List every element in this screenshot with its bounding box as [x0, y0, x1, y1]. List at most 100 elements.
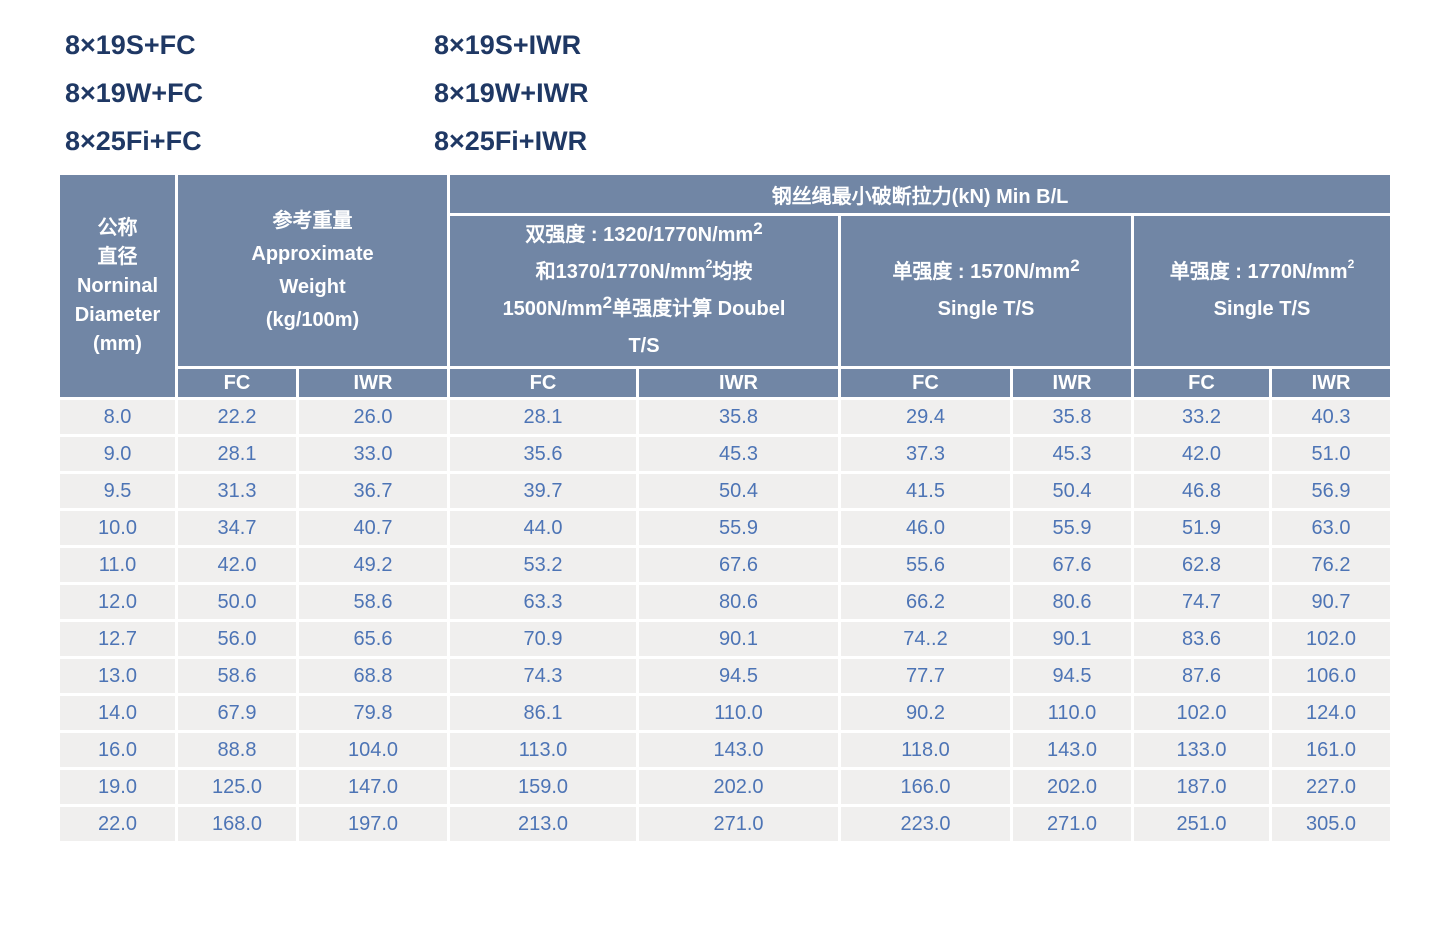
- value-cell: 202.0: [1010, 767, 1134, 807]
- value-cell: 49.2: [296, 545, 450, 585]
- value-cell: 102.0: [1131, 693, 1272, 733]
- value-cell: 90.7: [1268, 582, 1394, 622]
- value-cell: 50.4: [636, 471, 841, 511]
- value-cell: 80.6: [636, 582, 841, 622]
- diameter-cell: 9.5: [57, 471, 178, 511]
- header-line: Norninal: [76, 274, 159, 297]
- value-cell: 202.0: [636, 767, 841, 807]
- header-line: 双强度 : 1320/1770N/mm2: [525, 219, 763, 246]
- header-single-strength-1770: 单强度 : 1770N/mm2 Single T/S: [1130, 213, 1394, 369]
- diameter-cell: 13.0: [57, 656, 178, 696]
- value-cell: 77.7: [838, 656, 1013, 696]
- value-cell: 33.0: [296, 434, 450, 474]
- core-type-header: IWR: [1268, 366, 1394, 400]
- diameter-cell: 10.0: [57, 508, 178, 548]
- value-cell: 113.0: [447, 730, 639, 770]
- rope-construction-labels: 8×19S+FC 8×19W+FC 8×25Fi+FC 8×19S+IWR 8×…: [65, 21, 803, 165]
- value-cell: 67.6: [636, 545, 841, 585]
- header-line: 直径: [97, 245, 138, 268]
- value-cell: 40.7: [296, 508, 450, 548]
- core-type-header: IWR: [296, 366, 450, 400]
- header-line: 单强度 : 1570N/mm2: [892, 256, 1080, 283]
- value-cell: 55.9: [636, 508, 841, 548]
- iwr-label-column: 8×19S+IWR 8×19W+IWR 8×25Fi+IWR: [434, 21, 803, 165]
- value-cell: 83.6: [1131, 619, 1272, 659]
- value-cell: 44.0: [447, 508, 639, 548]
- value-cell: 28.1: [175, 434, 299, 474]
- value-cell: 90.2: [838, 693, 1013, 733]
- header-line: 钢丝绳最小破断拉力(kN) Min B/L: [771, 185, 1069, 208]
- core-type-header: FC: [838, 366, 1013, 400]
- core-type-header: IWR: [636, 366, 841, 400]
- header-row-top: 公称 直径 Norninal Diameter (mm) 参考重量 Approx…: [57, 172, 1394, 400]
- diameter-cell: 8.0: [57, 397, 178, 437]
- value-cell: 76.2: [1268, 545, 1394, 585]
- header-line: (mm): [93, 332, 142, 355]
- diameter-cell: 12.0: [57, 582, 178, 622]
- header-line: T/S: [628, 335, 660, 357]
- value-cell: 110.0: [1010, 693, 1134, 733]
- value-cell: 90.1: [636, 619, 841, 659]
- value-cell: 159.0: [447, 767, 639, 807]
- value-cell: 35.8: [1010, 397, 1134, 437]
- fc-label-column: 8×19S+FC 8×19W+FC 8×25Fi+FC: [65, 21, 434, 165]
- header-line: 1500N/mm2单强度计算 Doubel: [502, 293, 786, 320]
- value-cell: 45.3: [1010, 434, 1134, 474]
- value-cell: 65.6: [296, 619, 450, 659]
- value-cell: 42.0: [175, 545, 299, 585]
- value-cell: 223.0: [838, 804, 1013, 844]
- value-cell: 305.0: [1268, 804, 1394, 844]
- header-nominal-diameter: 公称 直径 Norninal Diameter (mm): [57, 172, 178, 400]
- value-cell: 161.0: [1268, 730, 1394, 770]
- value-cell: 42.0: [1131, 434, 1272, 474]
- rope-construction-label: 8×25Fi+IWR: [434, 126, 588, 156]
- value-cell: 31.3: [175, 471, 299, 511]
- rope-construction-label: 8×25Fi+FC: [65, 126, 202, 156]
- value-cell: 79.8: [296, 693, 450, 733]
- value-cell: 90.1: [1010, 619, 1134, 659]
- diameter-cell: 19.0: [57, 767, 178, 807]
- value-cell: 74..2: [838, 619, 1013, 659]
- value-cell: 94.5: [636, 656, 841, 696]
- header-line: Weight: [279, 275, 346, 298]
- table-row: 22.0 168.0 197.0 213.0 271.0 223.0 271.0 251.0 3…: [57, 804, 1394, 844]
- diameter-cell: 14.0: [57, 693, 178, 733]
- value-cell: 56.9: [1268, 471, 1394, 511]
- header-line: 和1370/1770N/mm2均按: [535, 257, 753, 283]
- core-type-header: FC: [175, 366, 299, 400]
- value-cell: 53.2: [447, 545, 639, 585]
- value-cell: 271.0: [1010, 804, 1134, 844]
- value-cell: 168.0: [175, 804, 299, 844]
- table-row: 13.0 58.6 68.8 74.3 94.5 77.7 94.5 87.6 106.0: [57, 656, 1394, 696]
- value-cell: 35.8: [636, 397, 841, 437]
- table-row: 9.5 31.3 36.7 39.7 50.4 41.5 50.4 46.8 56.9: [57, 471, 1394, 511]
- value-cell: 187.0: [1131, 767, 1272, 807]
- value-cell: 68.8: [296, 656, 450, 696]
- header-line: 单强度 : 1770N/mm2: [1169, 257, 1355, 283]
- value-cell: 125.0: [175, 767, 299, 807]
- superscript: 2: [753, 219, 763, 238]
- header-line: Diameter: [74, 303, 161, 326]
- value-cell: 251.0: [1131, 804, 1272, 844]
- table-row: 19.0 125.0 147.0 159.0 202.0 166.0 202.0 187.0 2…: [57, 767, 1394, 807]
- value-cell: 213.0: [447, 804, 639, 844]
- value-cell: 102.0: [1268, 619, 1394, 659]
- value-cell: 29.4: [838, 397, 1013, 437]
- header-line: 参考重量: [272, 209, 353, 232]
- diameter-cell: 16.0: [57, 730, 178, 770]
- value-cell: 28.1: [447, 397, 639, 437]
- value-cell: 110.0: [636, 693, 841, 733]
- value-cell: 56.0: [175, 619, 299, 659]
- value-cell: 94.5: [1010, 656, 1134, 696]
- value-cell: 106.0: [1268, 656, 1394, 696]
- header-line: (kg/100m): [265, 308, 360, 331]
- value-cell: 63.3: [447, 582, 639, 622]
- header-single-strength-1570: 单强度 : 1570N/mm2 Single T/S: [838, 213, 1134, 369]
- value-cell: 62.8: [1131, 545, 1272, 585]
- value-cell: 74.3: [447, 656, 639, 696]
- diameter-cell: 22.0: [57, 804, 178, 844]
- superscript: 2: [705, 257, 713, 271]
- value-cell: 22.2: [175, 397, 299, 437]
- table-row: 12.0 50.0 58.6 63.3 80.6 66.2 80.6 74.7 90.7: [57, 582, 1394, 622]
- core-type-header: FC: [447, 366, 639, 400]
